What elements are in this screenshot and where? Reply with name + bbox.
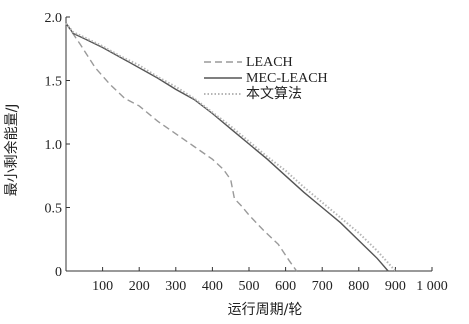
legend-label: 本文算法 <box>246 86 302 102</box>
chart-axes: 100 200 300 400 500 600 700 800 900 1 000 0 0.5 1.0 1… <box>45 11 448 294</box>
y-tick-label: 0.5 <box>45 202 63 217</box>
x-tick-label: 300 <box>165 279 186 294</box>
x-tick-label: 900 <box>385 279 406 294</box>
series-line-3 <box>65 22 397 272</box>
x-tick-label: 100 <box>92 279 113 294</box>
x-tick-label: 600 <box>275 279 296 294</box>
chart-series <box>65 22 397 272</box>
x-tick-label: 800 <box>348 279 369 294</box>
y-axis-title: 最小剩余能量/J <box>3 104 20 197</box>
y-tick-label: 1.0 <box>45 138 63 153</box>
x-tick-label: 700 <box>312 279 333 294</box>
x-tick-label: 200 <box>129 279 150 294</box>
y-tick-label: 0 <box>55 265 62 280</box>
x-tick-label: 400 <box>202 279 223 294</box>
legend-label: LEACH <box>246 55 293 70</box>
x-axis-title: 运行周期/轮 <box>228 302 303 318</box>
y-tick-label: 1.5 <box>45 75 63 90</box>
series-line-1 <box>65 22 298 272</box>
x-tick-label: 1 000 <box>416 279 448 294</box>
x-tick-label: 500 <box>239 279 260 294</box>
legend-label: MEC-LEACH <box>246 71 328 86</box>
y-tick-label: 2.0 <box>45 11 63 26</box>
series-line-2 <box>65 22 389 272</box>
